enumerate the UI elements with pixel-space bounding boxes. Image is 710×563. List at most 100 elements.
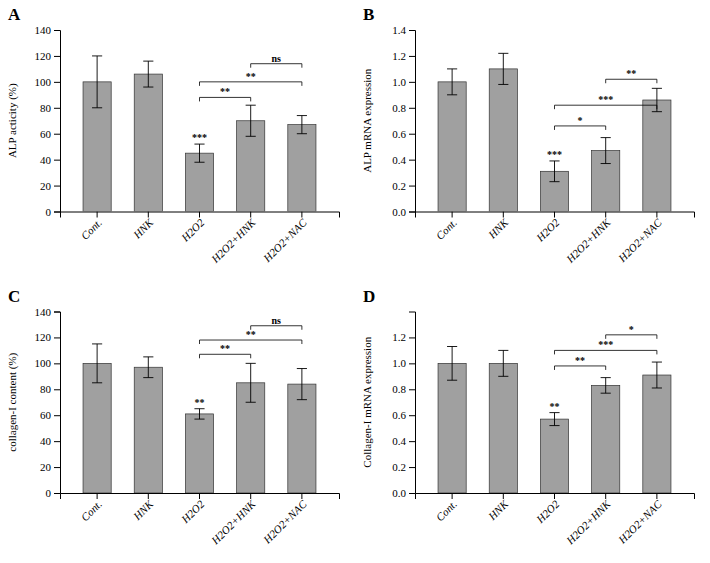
tick-mark [409,415,415,416]
significance-line [200,97,251,101]
y-tick: 60 [40,409,60,421]
y-tick: 1.4 [392,24,415,36]
tick-mark [97,212,98,218]
error-bar [498,53,508,84]
y-tick: 0.0 [392,487,415,499]
tick-label: 1.4 [392,24,406,36]
tick-label: 0.0 [392,206,406,218]
error-bar-path [246,105,256,136]
y-tick: 0.2 [392,180,415,192]
axis-domain [409,312,416,494]
significance-line [555,126,606,130]
tick-label: 40 [40,435,52,447]
tick-label: 80 [40,383,52,395]
tick-mark [409,337,415,338]
x-tick: H2O2+HNK [208,493,258,547]
tick-label: 1.2 [392,331,406,343]
tick-label: 0.8 [392,383,406,395]
tick-label: Cont. [434,216,460,242]
y-tick: 1.2 [392,331,415,343]
tick-mark [409,56,415,57]
y-axis: 020406080100120140 [35,306,61,500]
tick-mark [54,30,60,31]
panel-label: B [363,5,374,24]
y-tick: 120 [35,50,61,62]
tick-mark [301,493,302,499]
x-tick: H2O2+NAC [615,212,664,265]
error-bar [297,369,307,400]
error-bar-path [549,161,559,182]
annotations: ********* [547,68,636,160]
tick-label: 60 [40,128,52,140]
y-tick: 0.8 [392,383,415,395]
error-bar [143,61,153,87]
annotations: ******ns [195,315,282,408]
bar [540,419,568,493]
significance-label: ** [626,68,636,79]
bar [489,363,517,493]
error-bar [194,144,204,162]
y-tick: 40 [40,435,60,447]
tick-mark [54,108,60,109]
tick-mark [54,441,60,442]
tick-label: 1.2 [392,50,406,62]
tick-label: HNK [130,497,156,523]
tick-label: 80 [40,102,52,114]
tick-mark [54,312,60,313]
significance-label: ** [246,71,256,82]
bar [288,384,316,493]
tick-mark [54,415,60,416]
y-tick: 1.0 [392,76,415,88]
significance-label: ** [220,86,230,97]
error-bar-path [601,138,611,164]
tick-mark [409,441,415,442]
tick-label: 120 [35,331,52,343]
tick-label: 1.0 [392,357,406,369]
x-tick: H2O2+HNK [208,212,258,266]
plot-area: 020406080100120140Cont.HNKH2O2H2O2+HNKH2… [35,24,340,266]
error-bar-path [601,378,611,394]
tick-label: 0.4 [392,154,406,166]
bar [489,69,517,212]
significance-label: *** [598,94,613,105]
bar [185,414,213,493]
axis-domain [61,212,340,218]
tick-mark [605,493,606,499]
x-tick: H2O2+HNK [563,212,613,266]
error-bar-path [194,409,204,419]
y-tick: 0.2 [392,461,415,473]
tick-mark [409,186,415,187]
significance-line [606,79,657,83]
tick-mark [409,212,415,213]
y-tick: 80 [40,102,60,114]
y-tick: 120 [35,331,61,343]
marks [83,326,316,493]
y-tick: 0.4 [392,435,415,447]
tick-mark [409,82,415,83]
tick-mark [250,212,251,218]
panel-label: D [363,287,375,306]
x-tick: HNK [485,493,511,523]
tick-mark [54,186,60,187]
bar-annotation: *** [192,132,207,143]
tick-mark [409,134,415,135]
significance-line [555,350,657,354]
y-tick: 140 [35,24,61,36]
bar [643,375,671,493]
error-bar [297,116,307,134]
bar [134,367,162,493]
tick-label: 0.8 [392,102,406,114]
error-bar [549,161,559,182]
plot-area: 0.00.20.40.60.81.01.2Cont.HNKH2O2H2O2+HN… [392,312,694,547]
bar-annotation: *** [547,149,562,160]
axis-domain [409,31,416,213]
y-tick: 100 [35,76,61,88]
axis-domain [54,31,61,213]
bar-annotation: ** [550,401,560,412]
y-axis: 0.00.20.40.60.81.01.2 [392,312,415,499]
x-tick: HNK [130,212,156,242]
error-bar-path [92,344,102,383]
y-tick: 0 [46,487,61,499]
tick-label: Cont. [79,216,105,242]
error-bar [498,350,508,376]
